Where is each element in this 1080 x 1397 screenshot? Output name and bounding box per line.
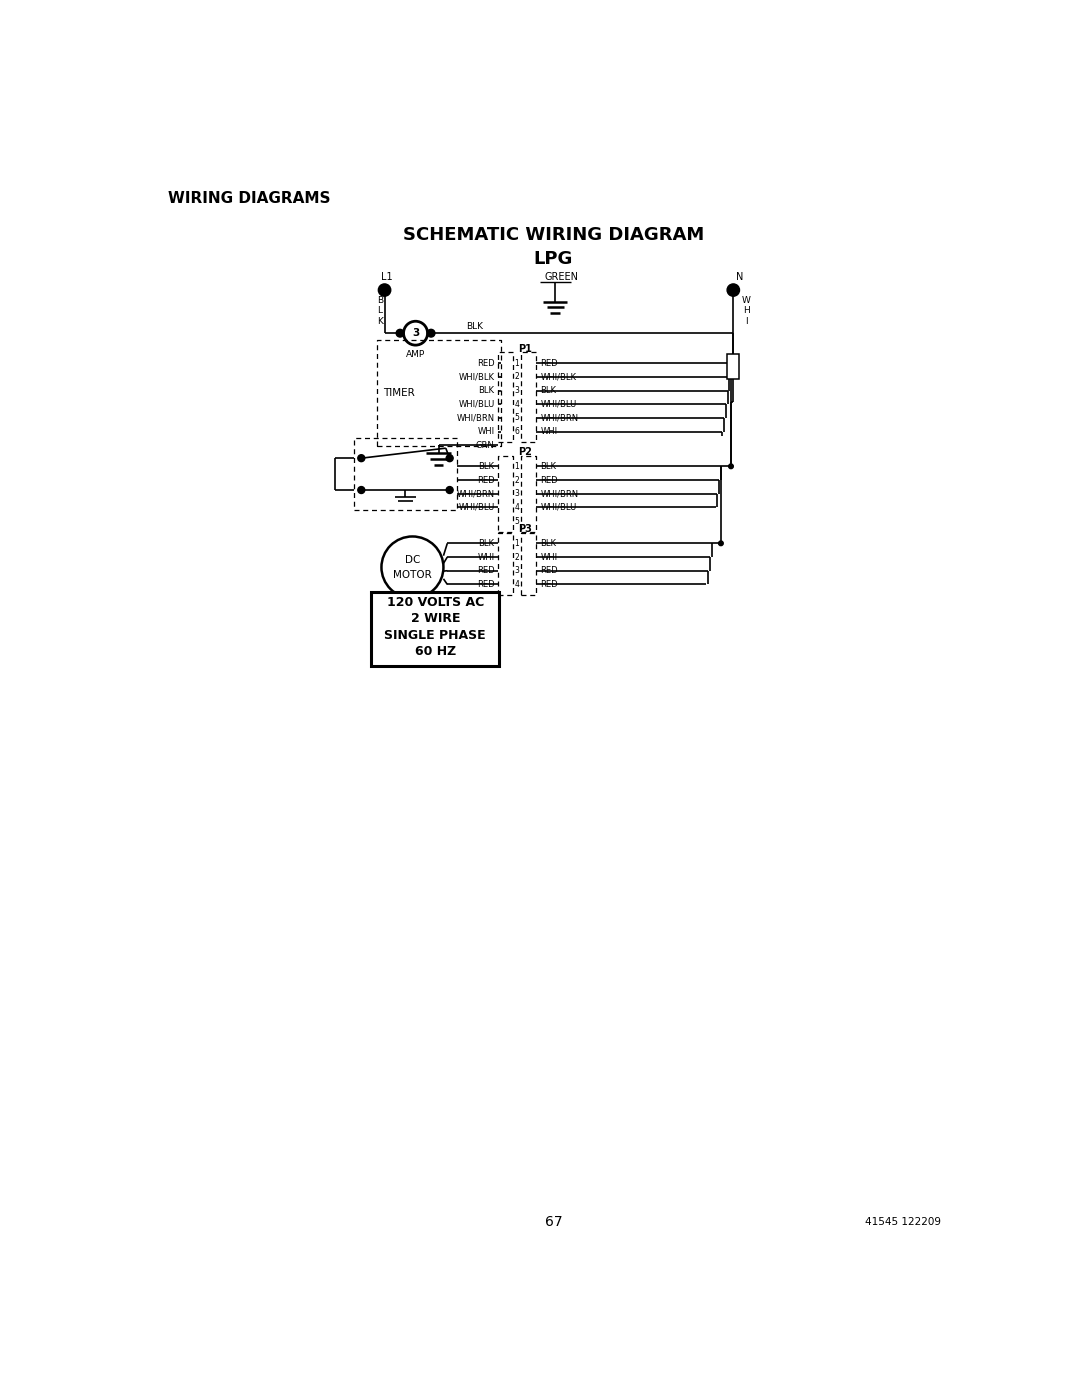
Text: N: N	[737, 272, 744, 282]
Text: WHI: WHI	[540, 553, 557, 562]
Text: 6: 6	[515, 427, 519, 436]
Text: 2: 2	[515, 553, 519, 562]
Text: BLK: BLK	[467, 321, 484, 331]
Text: K: K	[377, 317, 382, 326]
Circle shape	[357, 486, 365, 493]
Text: 3: 3	[515, 489, 519, 499]
Text: WHI/BLU: WHI/BLU	[540, 400, 577, 409]
Text: DC: DC	[405, 555, 420, 564]
Text: WHI/BRN: WHI/BRN	[457, 414, 495, 422]
Text: 67: 67	[544, 1215, 563, 1229]
Text: BLK: BLK	[478, 386, 495, 395]
Text: B: B	[377, 296, 383, 305]
Text: RED: RED	[477, 580, 495, 590]
Text: RED: RED	[477, 475, 495, 485]
Circle shape	[396, 330, 404, 337]
Text: BLK: BLK	[540, 539, 556, 548]
Text: P2: P2	[518, 447, 531, 457]
Text: 3: 3	[515, 566, 519, 576]
Text: WHI/BLU: WHI/BLU	[458, 400, 495, 409]
Circle shape	[727, 284, 740, 296]
Text: AMP: AMP	[406, 351, 426, 359]
Text: L: L	[377, 306, 382, 316]
Bar	[372, 592, 499, 666]
Text: SINGLE PHASE: SINGLE PHASE	[384, 629, 486, 641]
Text: WHI/BLK: WHI/BLK	[459, 373, 495, 381]
Text: RED: RED	[477, 359, 495, 367]
Circle shape	[718, 541, 724, 546]
Text: WHI/BRN: WHI/BRN	[540, 414, 579, 422]
Text: WHI/BLU: WHI/BLU	[458, 503, 495, 511]
Text: 120 VOLTS AC: 120 VOLTS AC	[387, 597, 484, 609]
Text: WHI: WHI	[477, 553, 495, 562]
Text: 2 WIRE: 2 WIRE	[410, 612, 460, 626]
Bar	[728, 353, 739, 380]
Text: RED: RED	[477, 566, 495, 576]
Text: WHI/BLU: WHI/BLU	[540, 503, 577, 511]
Text: 5: 5	[515, 517, 519, 525]
Text: P3: P3	[518, 524, 531, 534]
Text: 3: 3	[411, 328, 419, 338]
Text: W: W	[742, 296, 751, 305]
Text: BLK: BLK	[478, 462, 495, 471]
Text: 60 HZ: 60 HZ	[415, 644, 456, 658]
Text: MOTOR: MOTOR	[393, 570, 432, 580]
Text: GRN: GRN	[476, 441, 495, 450]
Text: LPG: LPG	[534, 250, 573, 268]
Text: RED: RED	[540, 580, 558, 590]
Text: 4: 4	[515, 400, 519, 409]
Text: 3: 3	[515, 386, 519, 395]
Text: 4: 4	[515, 503, 519, 511]
Circle shape	[729, 464, 733, 468]
Text: 4: 4	[515, 580, 519, 590]
Text: BLK: BLK	[540, 462, 556, 471]
Text: SCHEMATIC WIRING DIAGRAM: SCHEMATIC WIRING DIAGRAM	[403, 226, 704, 243]
Text: BLK: BLK	[540, 386, 556, 395]
Text: GREEN: GREEN	[544, 272, 578, 282]
Text: WIRING DIAGRAMS: WIRING DIAGRAMS	[167, 191, 330, 205]
Text: WHI: WHI	[540, 427, 557, 436]
Text: 1: 1	[515, 462, 519, 471]
Text: BLK: BLK	[478, 539, 495, 548]
Text: RED: RED	[540, 359, 558, 367]
Text: 41545 122209: 41545 122209	[865, 1217, 941, 1227]
Text: 2: 2	[515, 373, 519, 381]
Circle shape	[446, 454, 454, 461]
Text: I: I	[745, 317, 747, 326]
Circle shape	[357, 454, 365, 461]
Text: H: H	[743, 306, 750, 316]
Text: 1: 1	[515, 359, 519, 367]
Circle shape	[428, 330, 435, 337]
Text: L1: L1	[380, 272, 392, 282]
Text: WHI: WHI	[477, 427, 495, 436]
Text: 5: 5	[515, 414, 519, 422]
Text: P1: P1	[518, 344, 531, 353]
Text: RED: RED	[540, 566, 558, 576]
Text: WHI/BLK: WHI/BLK	[540, 373, 577, 381]
Circle shape	[378, 284, 391, 296]
Text: TIMER: TIMER	[382, 388, 415, 398]
Text: WHI/BRN: WHI/BRN	[540, 489, 579, 499]
Circle shape	[446, 486, 454, 493]
Text: 2: 2	[515, 475, 519, 485]
Text: RED: RED	[540, 475, 558, 485]
Text: WHI/BRN: WHI/BRN	[457, 489, 495, 499]
Text: 1: 1	[515, 539, 519, 548]
